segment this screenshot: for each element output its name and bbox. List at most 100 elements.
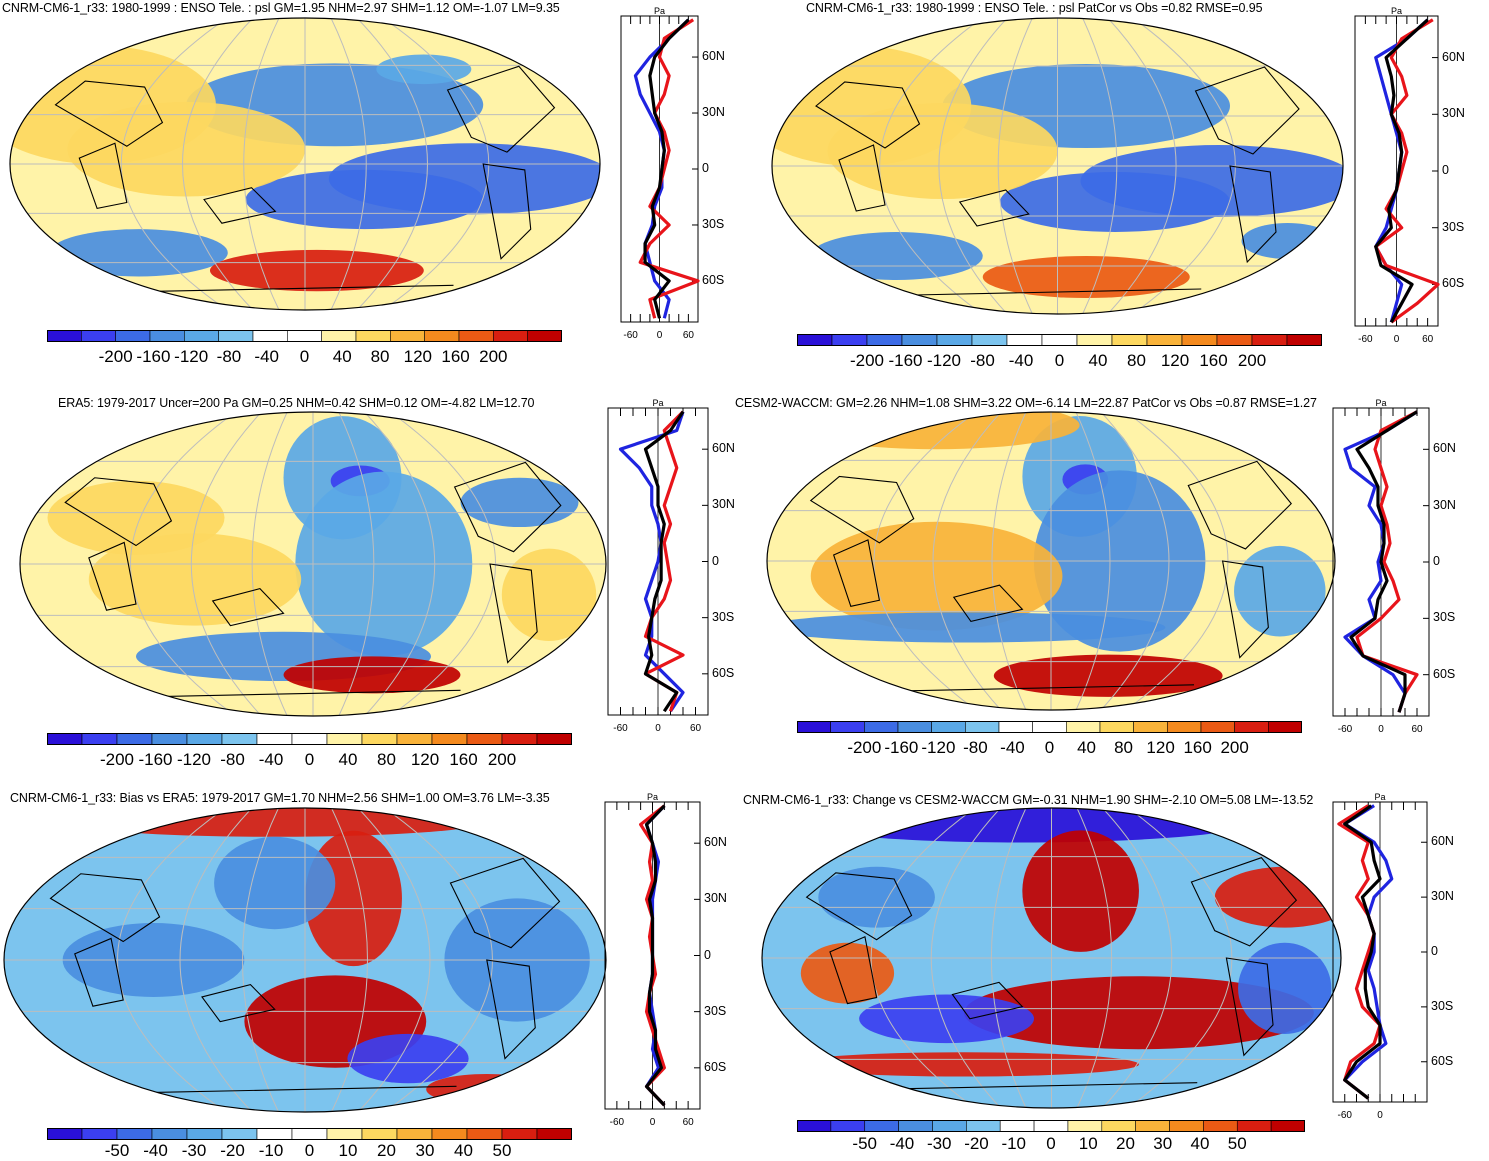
- colorbar-border: [797, 1120, 1305, 1132]
- profile-lat-label: 30S: [1433, 610, 1456, 625]
- colorbar-swatch: [466, 733, 503, 745]
- map-meridian-line: [190, 412, 262, 716]
- colorbar-label: 20: [1116, 1134, 1135, 1153]
- profile-x-label: -60: [1337, 724, 1353, 735]
- profile-lat-label: 60S: [704, 1059, 727, 1074]
- panel-title: CNRM-CM6-1_r33: Bias vs ERA5: 1979-2017 …: [10, 791, 550, 805]
- colorbar-swatch: [831, 334, 868, 346]
- map-coastline: [88, 541, 137, 611]
- map-meridian-line: [364, 412, 436, 716]
- profile-lat-label: 60N: [702, 49, 725, 64]
- colorbar-swatch: [326, 733, 363, 745]
- colorbar-swatch: [1101, 1120, 1136, 1132]
- colorbar-swatch: [536, 1128, 572, 1140]
- colorbar-label: 200: [479, 347, 508, 366]
- colorbar-swatch: [1076, 334, 1113, 346]
- map-anomaly-region: [347, 1033, 469, 1084]
- colorbar-label: 80: [370, 347, 390, 366]
- colorbar-label: -120: [921, 738, 956, 757]
- profile-unit-label: Pa: [652, 398, 664, 408]
- colorbar-label: -120: [176, 750, 212, 769]
- colorbar-swatch: [390, 330, 425, 342]
- map-coastline: [952, 584, 1024, 623]
- colorbar-swatch: [186, 733, 223, 745]
- colorbar-swatch: [218, 330, 254, 342]
- colorbar-swatch: [897, 721, 932, 733]
- map-anomaly-region: [993, 654, 1223, 697]
- colorbar-swatch: [864, 721, 899, 733]
- map-anomaly-region: [859, 994, 1035, 1044]
- colorbar: [797, 1120, 1305, 1132]
- colorbar-label: 200: [1220, 738, 1249, 757]
- profile-lat-label: 60S: [712, 665, 735, 680]
- map-coastline: [829, 935, 878, 1005]
- colorbar-label: 40: [1190, 1134, 1210, 1153]
- colorbar-swatch: [1066, 721, 1101, 733]
- map-coastline: [482, 163, 532, 260]
- colorbar-label: 160: [1199, 351, 1228, 370]
- map-meridian-line: [330, 18, 367, 310]
- map-coastline: [453, 461, 562, 553]
- profile-x-label: -60: [1358, 334, 1373, 345]
- map-meridian-line: [870, 808, 976, 1108]
- colorbar-label: 40: [338, 750, 358, 769]
- map-meridian-line: [1125, 412, 1229, 710]
- colorbar-swatch: [81, 1128, 118, 1140]
- map-coastline: [1194, 66, 1300, 155]
- colorbar-swatch: [326, 1128, 363, 1140]
- colorbar-swatch: [1135, 1120, 1170, 1132]
- map-anomaly-region: [4, 1070, 124, 1108]
- colorbar-swatch: [1169, 1120, 1204, 1132]
- map-border: [19, 411, 607, 717]
- colorbar-swatch: [221, 733, 258, 745]
- colorbar-label: -40: [254, 347, 280, 366]
- colorbar-swatch: [81, 733, 118, 745]
- map-meridian-line: [382, 18, 490, 310]
- profile-lat-label: 60N: [1431, 834, 1454, 849]
- colorbar-swatch: [149, 330, 185, 342]
- map-coastline: [156, 284, 454, 292]
- map-anomaly-region: [501, 548, 597, 641]
- profile-lat-label: 0: [1442, 163, 1449, 177]
- colorbar-label: 0: [299, 347, 310, 366]
- colorbar-swatch: [115, 330, 151, 342]
- colorbar-label: 40: [332, 347, 352, 366]
- profile-lat-label: 30S: [712, 609, 735, 624]
- map: [761, 807, 1342, 1109]
- colorbar-label: 0: [1054, 351, 1065, 370]
- map-meridian-line: [1102, 808, 1173, 1108]
- map-meridian-line: [331, 808, 368, 1112]
- colorbar-label: 120: [410, 750, 440, 769]
- colorbar-swatch: [47, 733, 83, 745]
- colorbar-label: -10: [258, 1141, 284, 1160]
- colorbar-swatch: [998, 721, 1033, 733]
- map-anomaly-region: [818, 866, 935, 928]
- profile-x-label: 0: [1377, 1110, 1383, 1121]
- profile-series-line: [1343, 804, 1382, 1100]
- colorbar-label: -20: [220, 1141, 245, 1160]
- map-meridian-line: [243, 18, 280, 310]
- colorbar-label: -40: [1008, 351, 1034, 370]
- map-meridian-line: [1100, 412, 1170, 710]
- colorbar-swatch: [1200, 721, 1235, 733]
- map-anomaly-region: [62, 808, 487, 837]
- panel-title: ERA5: 1979-2017 Uncer=200 Pa GM=0.25 NHM…: [58, 396, 535, 410]
- profile-series-line: [1343, 410, 1418, 713]
- profile-x-label: -60: [613, 723, 628, 734]
- colorbar-swatch: [1032, 721, 1067, 733]
- colorbar-label: 200: [1237, 351, 1267, 370]
- colorbar-label: 0: [304, 750, 315, 769]
- colorbar-label: -200: [98, 347, 133, 366]
- map-border: [766, 411, 1336, 711]
- profile-x-label: 60: [1411, 724, 1423, 735]
- colorbar-swatch: [527, 330, 562, 342]
- colorbar-swatch: [797, 1120, 832, 1132]
- profile-lat-label: 60S: [1433, 666, 1456, 681]
- profile-lat-label: 60S: [1442, 276, 1465, 291]
- colorbar-swatch: [901, 334, 938, 346]
- colorbar-swatch: [1268, 721, 1302, 733]
- colorbar-label: 40: [1077, 738, 1096, 757]
- colorbar-label: 120: [1160, 351, 1190, 370]
- map-anomaly-region: [800, 942, 895, 1004]
- colorbar-swatch: [493, 330, 528, 342]
